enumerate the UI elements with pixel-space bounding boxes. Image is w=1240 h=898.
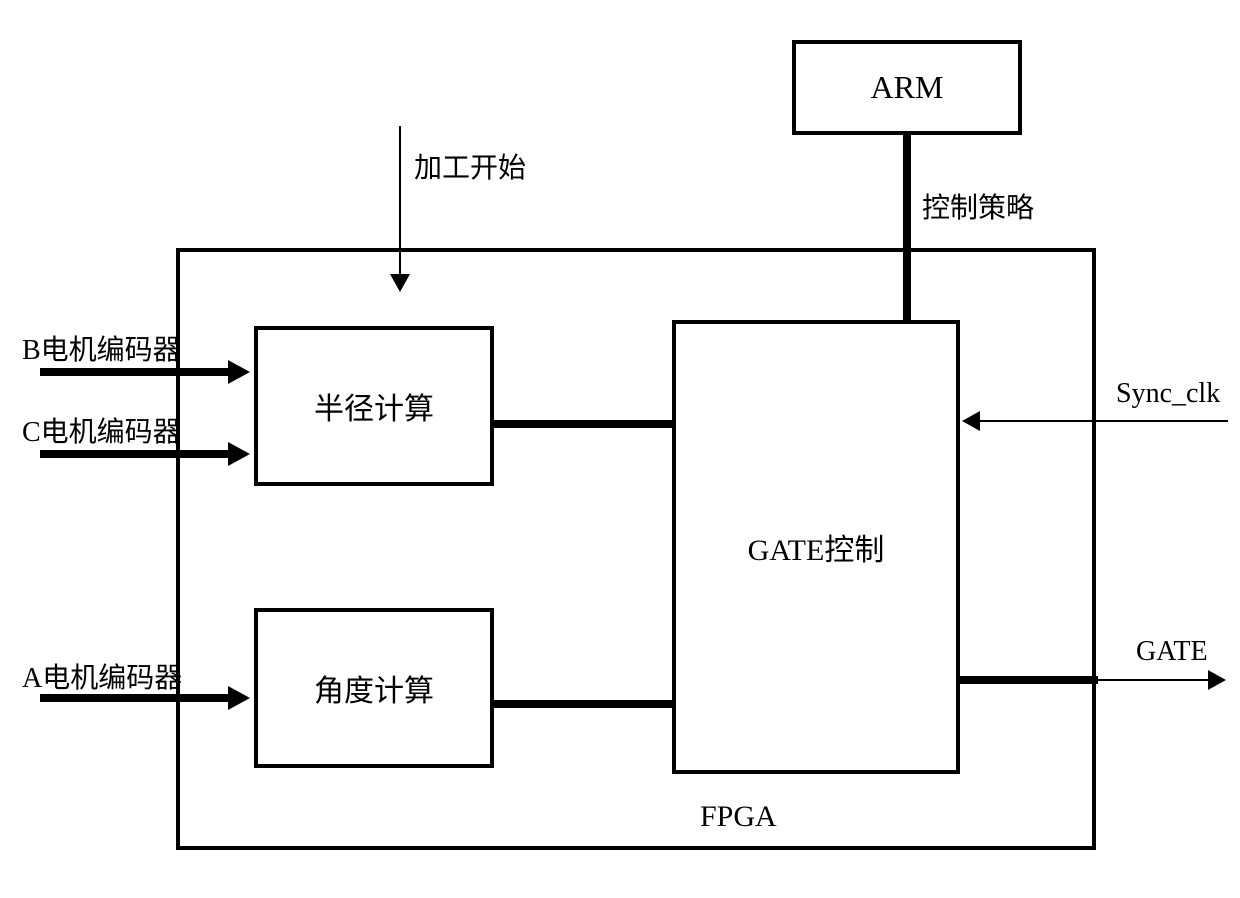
radius-calc-box: 半径计算 xyxy=(254,326,494,486)
radius-calc-label: 半径计算 xyxy=(314,384,434,428)
arm-label: ARM xyxy=(871,69,944,106)
encoder-c-arrow-head xyxy=(228,442,250,466)
process-start-label: 加工开始 xyxy=(414,146,526,186)
sync-clk-line xyxy=(978,420,1228,422)
gate-out-arrow-head xyxy=(1208,670,1226,690)
gate-out-line-thick xyxy=(960,676,1098,684)
gate-out-label: GATE xyxy=(1136,636,1208,668)
control-strategy-label: 控制策略 xyxy=(922,186,1034,226)
sync-clk-label: Sync_clk xyxy=(1116,378,1220,410)
radius-to-gate-line xyxy=(494,420,672,428)
gate-control-box: GATE控制 xyxy=(672,320,960,774)
encoder-a-line xyxy=(40,694,232,702)
process-start-arrow-head xyxy=(390,274,410,292)
encoder-c-line xyxy=(40,450,232,458)
sync-clk-arrow-head xyxy=(962,411,980,431)
encoder-b-label: B电机编码器 xyxy=(22,328,181,368)
gate-out-line-thin xyxy=(1096,679,1212,681)
arm-box: ARM xyxy=(792,40,1022,135)
encoder-a-label: A电机编码器 xyxy=(22,656,182,696)
encoder-c-label: C电机编码器 xyxy=(22,410,181,450)
fpga-label: FPGA xyxy=(700,800,777,834)
encoder-a-arrow-head xyxy=(228,686,250,710)
angle-calc-box: 角度计算 xyxy=(254,608,494,768)
process-start-arrow-line xyxy=(399,126,401,276)
angle-calc-label: 角度计算 xyxy=(314,666,434,710)
encoder-b-line xyxy=(40,368,232,376)
arm-to-gate-line xyxy=(903,135,911,322)
encoder-b-arrow-head xyxy=(228,360,250,384)
angle-to-gate-line xyxy=(494,700,672,708)
gate-control-label: GATE控制 xyxy=(748,525,885,569)
